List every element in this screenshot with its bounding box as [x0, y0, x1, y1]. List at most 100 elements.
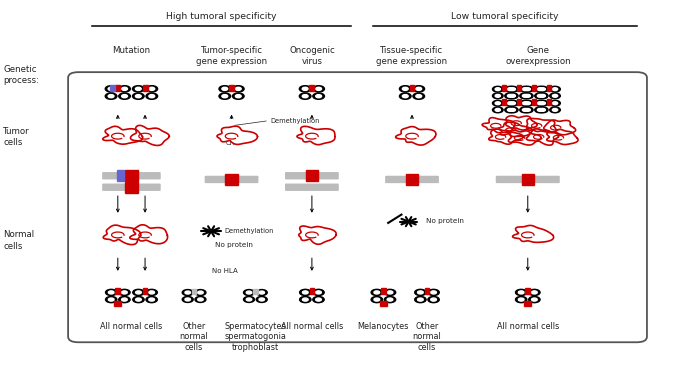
Text: Tumor
cells: Tumor cells [3, 127, 30, 147]
Circle shape [492, 100, 503, 106]
Circle shape [313, 289, 324, 296]
Circle shape [552, 102, 558, 105]
Circle shape [136, 95, 141, 98]
Bar [110, 85, 115, 91]
Circle shape [417, 298, 424, 301]
Circle shape [149, 95, 155, 98]
Circle shape [402, 95, 408, 98]
Circle shape [197, 298, 203, 301]
Circle shape [400, 86, 411, 92]
Circle shape [535, 86, 545, 92]
Text: All normal cells: All normal cells [496, 322, 559, 331]
Polygon shape [131, 125, 170, 145]
Circle shape [522, 100, 533, 106]
FancyBboxPatch shape [205, 176, 259, 183]
Circle shape [313, 86, 324, 92]
Circle shape [195, 296, 206, 302]
Circle shape [384, 296, 396, 303]
Circle shape [537, 107, 548, 113]
Text: Oncogenic
virus: Oncogenic virus [289, 46, 335, 65]
Circle shape [300, 86, 311, 92]
Circle shape [520, 86, 530, 92]
Circle shape [133, 86, 144, 92]
Bar [409, 85, 415, 91]
Circle shape [413, 93, 424, 99]
Text: CH₃: CH₃ [225, 140, 238, 146]
Bar [125, 171, 138, 181]
Text: Other
normal
cells: Other normal cells [413, 322, 441, 352]
Text: No protein: No protein [215, 242, 253, 248]
Circle shape [495, 102, 501, 105]
Circle shape [374, 291, 379, 294]
Circle shape [552, 108, 558, 111]
Circle shape [507, 107, 518, 113]
Circle shape [507, 93, 518, 99]
Circle shape [300, 296, 311, 303]
Circle shape [518, 298, 524, 301]
Bar [522, 174, 534, 185]
Circle shape [219, 93, 231, 99]
Circle shape [121, 298, 127, 301]
Circle shape [106, 93, 117, 99]
Circle shape [540, 88, 545, 91]
Circle shape [428, 296, 439, 303]
Circle shape [528, 289, 540, 296]
Circle shape [300, 93, 311, 99]
Circle shape [428, 289, 439, 296]
Circle shape [302, 95, 308, 98]
Bar [115, 288, 121, 294]
Polygon shape [104, 225, 141, 245]
Polygon shape [506, 116, 537, 130]
Circle shape [118, 289, 130, 296]
Circle shape [219, 86, 231, 92]
Circle shape [133, 289, 144, 296]
Polygon shape [499, 122, 532, 137]
FancyBboxPatch shape [496, 176, 560, 183]
Circle shape [136, 298, 142, 301]
Bar [525, 288, 530, 294]
Bar [502, 85, 506, 91]
Circle shape [313, 93, 324, 99]
Text: Spermatocytes
spermatogonia
trophoblast: Spermatocytes spermatogonia trophoblast [225, 322, 286, 352]
Circle shape [108, 298, 114, 301]
Bar [532, 100, 536, 105]
Circle shape [522, 102, 528, 105]
Text: All normal cells: All normal cells [100, 322, 163, 331]
Circle shape [118, 93, 130, 99]
Circle shape [535, 100, 545, 106]
Text: No protein: No protein [426, 218, 464, 224]
Circle shape [505, 93, 516, 99]
Circle shape [507, 108, 513, 111]
Bar [225, 174, 238, 185]
Text: Other
normal
cells: Other normal cells [180, 322, 208, 352]
Circle shape [416, 87, 422, 90]
Circle shape [122, 95, 127, 98]
Circle shape [495, 94, 501, 97]
Circle shape [146, 93, 157, 99]
Circle shape [185, 298, 191, 301]
Circle shape [522, 107, 533, 113]
Circle shape [507, 100, 518, 106]
Circle shape [520, 107, 530, 113]
Circle shape [537, 94, 543, 97]
FancyBboxPatch shape [285, 172, 339, 179]
Bar [192, 289, 196, 294]
Circle shape [510, 88, 516, 91]
Circle shape [430, 291, 437, 294]
Circle shape [415, 289, 426, 296]
Circle shape [510, 108, 516, 111]
Circle shape [244, 296, 255, 302]
Bar [309, 85, 315, 91]
Circle shape [531, 291, 537, 294]
Polygon shape [297, 126, 335, 145]
Polygon shape [299, 226, 336, 244]
Circle shape [507, 102, 513, 105]
Circle shape [118, 86, 130, 92]
Circle shape [540, 108, 545, 111]
Circle shape [316, 291, 321, 294]
Circle shape [535, 93, 545, 99]
Circle shape [550, 86, 560, 92]
Circle shape [236, 87, 241, 90]
Circle shape [371, 296, 383, 303]
Bar [125, 182, 138, 192]
